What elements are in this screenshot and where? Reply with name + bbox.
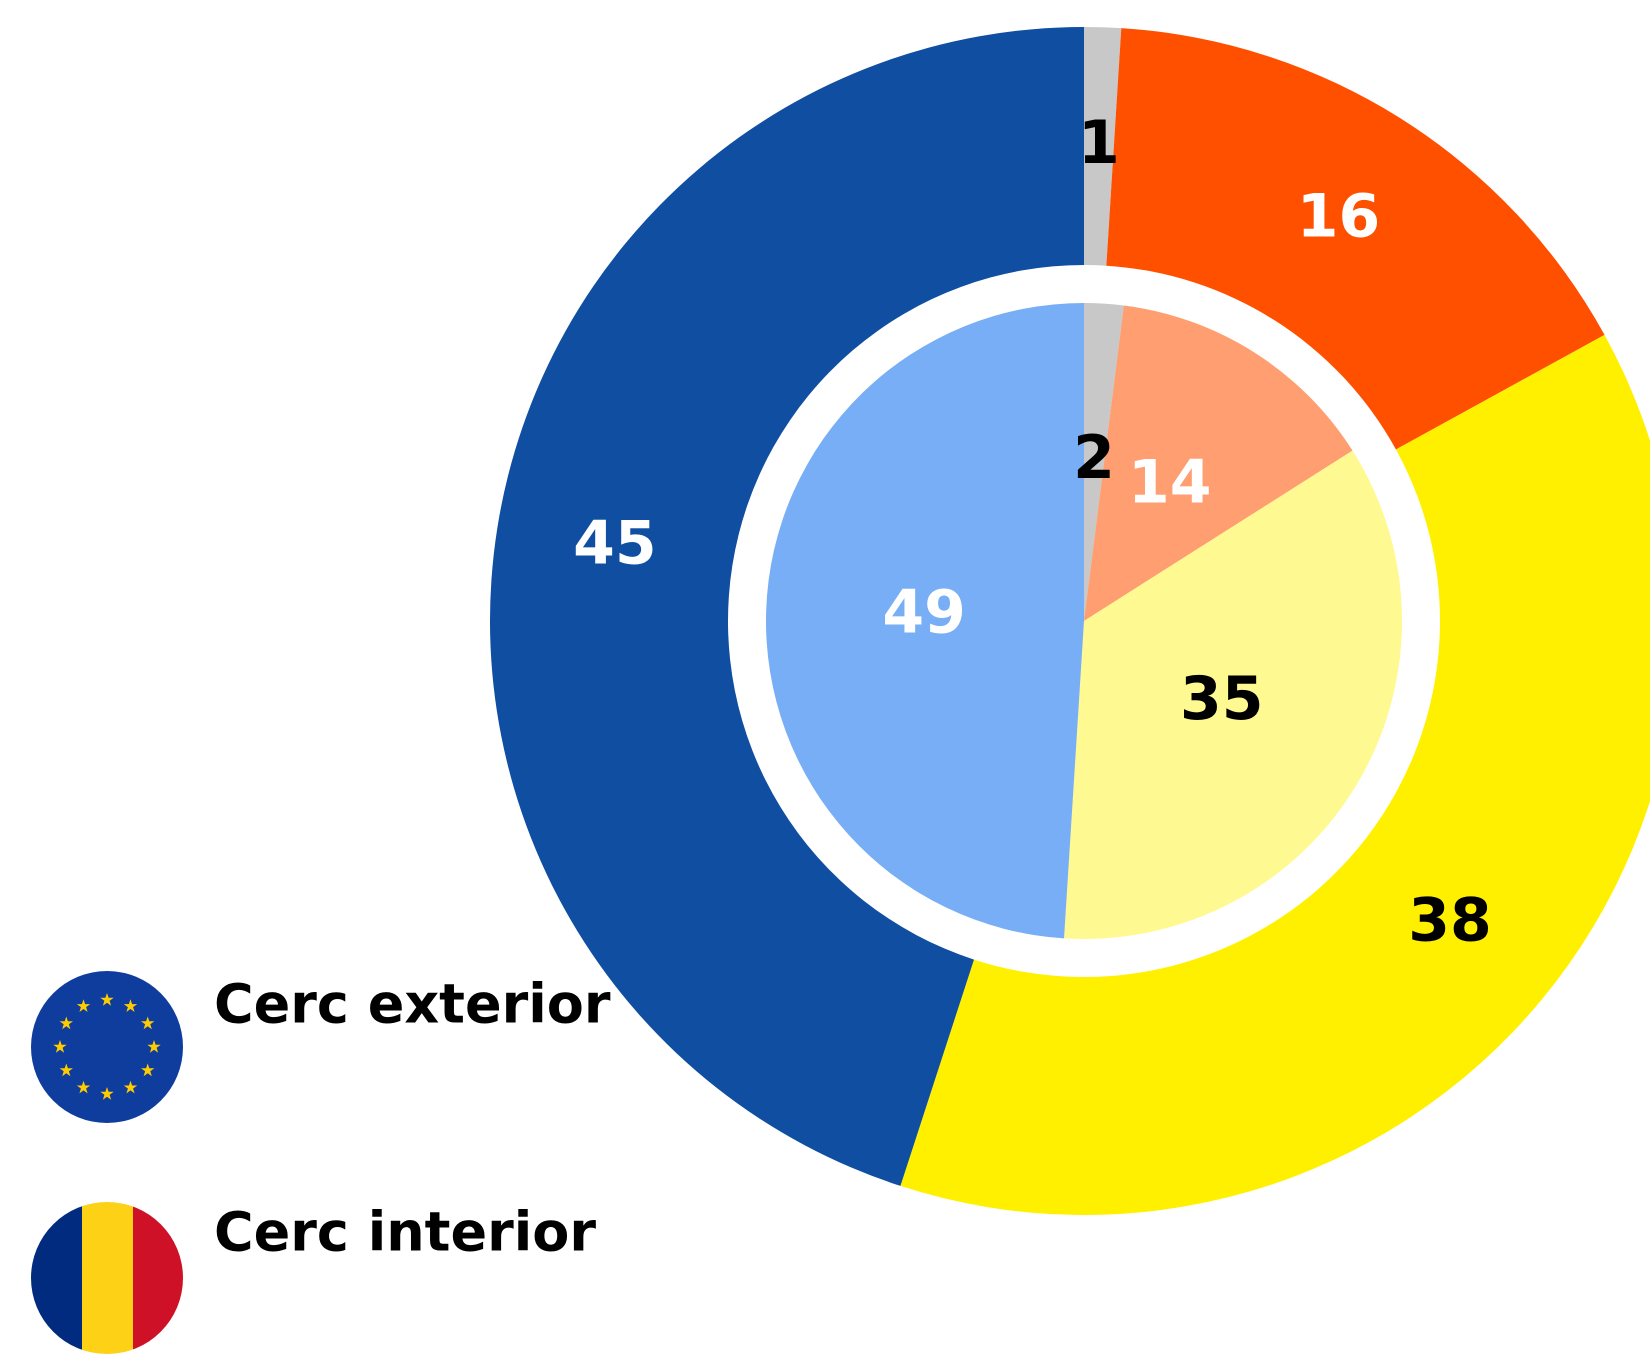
data-label: 2	[1073, 423, 1115, 493]
eu-flag-icon	[31, 971, 183, 1123]
pie-slice	[489, 27, 1084, 1186]
data-label: 49	[882, 578, 966, 648]
pie-slice	[1064, 450, 1402, 939]
data-label: 38	[1408, 885, 1492, 955]
legend-label: Cerc exterior	[214, 973, 611, 1036]
pie-slice	[900, 334, 1650, 1215]
pie-slice	[1106, 28, 1605, 450]
pie-slice	[765, 303, 1084, 939]
legend: Cerc exterior Cerc interior	[31, 971, 611, 1354]
legend-label: Cerc interior	[214, 1201, 596, 1264]
data-label: 16	[1297, 182, 1381, 252]
data-label: 1	[1078, 108, 1120, 178]
pie-slice	[1084, 303, 1124, 621]
data-label: 45	[573, 508, 657, 578]
data-label: 35	[1180, 664, 1264, 734]
pie-slice	[1084, 27, 1122, 266]
romania-flag-icon	[31, 1202, 183, 1354]
pie-slice	[1084, 305, 1353, 621]
data-label: 14	[1128, 448, 1212, 518]
